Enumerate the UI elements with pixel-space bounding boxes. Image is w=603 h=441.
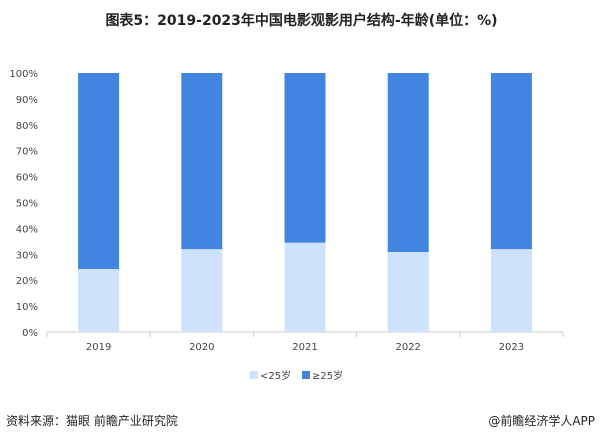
y-tick-label: 40% — [16, 224, 38, 235]
source-note: 资料来源：猫眼 前瞻产业研究院 — [6, 414, 178, 428]
bar-2021-series-1 — [284, 73, 326, 243]
bar-2019-series-0 — [78, 269, 120, 332]
x-tick-label: 2019 — [86, 342, 111, 353]
bar-2019-series-1 — [78, 73, 120, 270]
bar-2020-series-0 — [181, 249, 223, 332]
x-tick-label: 2020 — [189, 342, 214, 353]
x-tick-label: 2022 — [395, 342, 420, 353]
bar-2023-series-0 — [490, 249, 532, 332]
legend-swatch — [250, 371, 258, 379]
legend-label: <25岁 — [260, 369, 291, 382]
stacked-bar-chart: 0% 10% 20% 30% 40% 50% 60% 70% 80% 90% 100% 2019 202… — [9, 69, 564, 382]
legend-swatch — [302, 371, 310, 379]
y-tick-label: 30% — [16, 250, 38, 261]
y-tick-label: 80% — [16, 121, 38, 132]
bar-2023-series-1 — [490, 73, 532, 250]
bar-2022-series-1 — [387, 73, 429, 252]
x-tick-label: 2023 — [499, 342, 524, 353]
y-tick-label: 20% — [16, 276, 38, 287]
x-tick-label: 2021 — [292, 342, 317, 353]
chart-title: 图表5：2019-2023年中国电影观影用户结构-年龄(单位：%) — [105, 13, 498, 29]
bar-2020-series-1 — [181, 73, 223, 250]
y-tick-label: 100% — [9, 69, 38, 80]
y-tick-label: 0% — [22, 328, 38, 339]
y-tick-label: 10% — [16, 302, 38, 313]
y-tick-label: 90% — [16, 95, 38, 106]
y-tick-label: 60% — [16, 173, 38, 184]
y-tick-label: 70% — [16, 147, 38, 158]
legend-label: ≥25岁 — [312, 369, 343, 382]
credit-note: @前瞻经济学人APP — [488, 414, 595, 428]
y-tick-label: 50% — [16, 199, 38, 210]
bar-2021-series-0 — [284, 242, 326, 332]
bar-2022-series-0 — [387, 251, 429, 332]
